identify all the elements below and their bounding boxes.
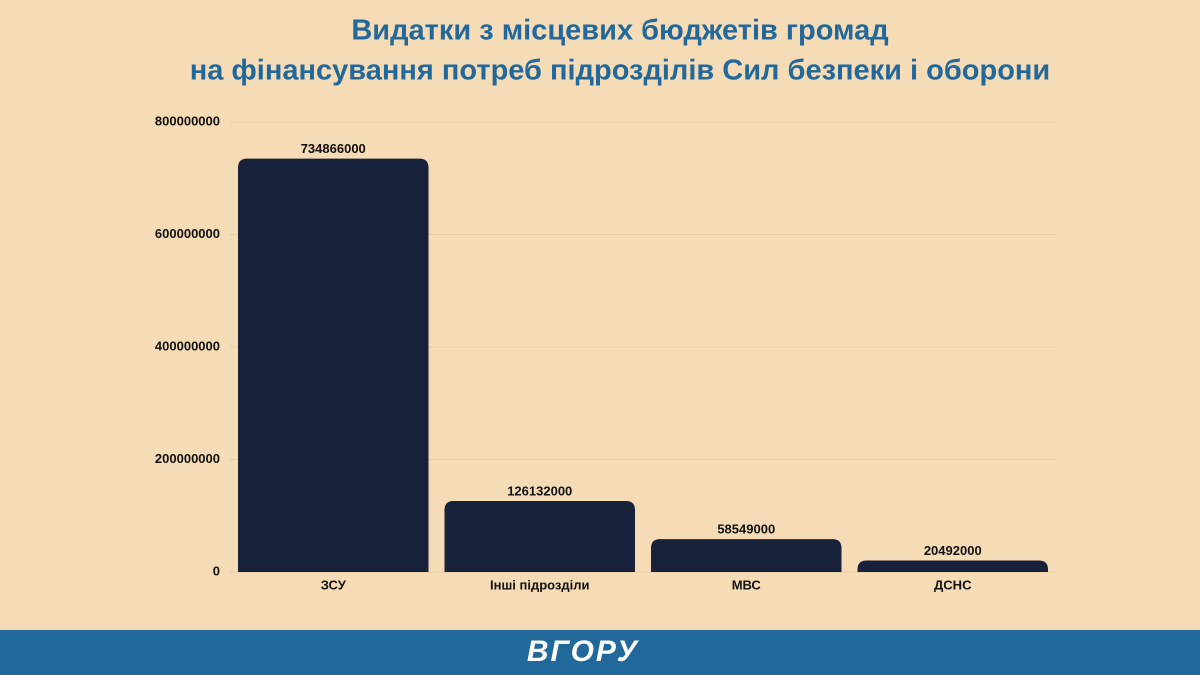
bar: [238, 158, 429, 572]
chart-title: Видатки з місцевих бюджетів громад: [351, 15, 888, 47]
y-tick-label: 400000000: [155, 338, 220, 353]
bar: [857, 560, 1048, 572]
x-tick-label: ЗСУ: [321, 577, 347, 592]
y-tick-label: 0: [213, 563, 220, 578]
footer-band: [0, 630, 1200, 675]
y-tick-label: 600000000: [155, 226, 220, 241]
footer-logo: ВГОРУ: [527, 635, 640, 668]
value-label: 20492000: [924, 543, 982, 558]
x-tick-label: МВС: [732, 577, 762, 592]
value-label: 58549000: [717, 522, 775, 537]
bar: [444, 501, 635, 572]
y-tick-label: 800000000: [155, 113, 220, 128]
x-tick-label: Інші підрозділи: [490, 577, 590, 592]
value-label: 734866000: [301, 141, 366, 156]
y-tick-label: 200000000: [155, 451, 220, 466]
value-label: 126132000: [507, 483, 572, 498]
bar: [651, 539, 842, 572]
chart-title: на фінансування потреб підрозділів Сил б…: [190, 55, 1051, 87]
x-tick-label: ДСНС: [934, 577, 972, 592]
